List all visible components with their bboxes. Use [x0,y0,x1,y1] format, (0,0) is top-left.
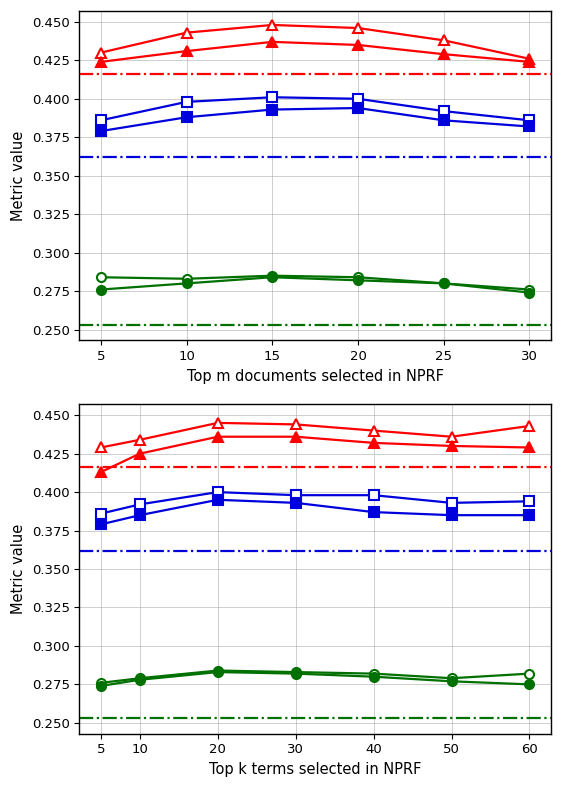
X-axis label: Top m documents selected in NPRF: Top m documents selected in NPRF [187,369,443,384]
Y-axis label: Metric value: Metric value [11,131,26,221]
X-axis label: Top k terms selected in NPRF: Top k terms selected in NPRF [209,762,422,777]
Y-axis label: Metric value: Metric value [11,524,26,614]
